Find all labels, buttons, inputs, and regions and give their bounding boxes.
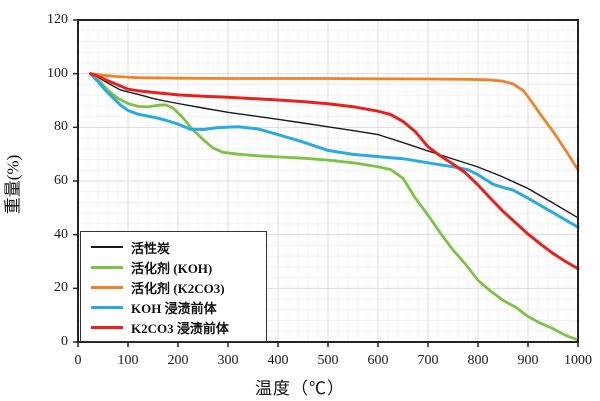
legend-label: 活化剂 (K2CO3) — [131, 280, 225, 296]
y-tick-label: 120 — [47, 12, 68, 27]
line-swatch-icon — [91, 325, 123, 329]
legend-label: 活化剂 (KOH) — [131, 260, 213, 276]
x-tick-label: 100 — [117, 353, 139, 368]
x-tick-label: 700 — [417, 353, 439, 368]
y-tick-label: 0 — [61, 334, 68, 349]
x-tick-label: 500 — [317, 353, 339, 368]
legend-label: 活性炭 — [131, 240, 171, 256]
series-line-活化剂 (K2CO3) — [89, 72, 580, 172]
y-tick-label: 100 — [47, 65, 68, 81]
x-tick-label: 0 — [74, 353, 82, 368]
x-tick-label: 1000 — [564, 353, 592, 368]
y-tick-label: 40 — [54, 226, 68, 242]
legend-item-k2co3-precursor: K2CO3 浸渍前体 — [91, 317, 266, 337]
line-swatch-icon — [91, 265, 123, 269]
y-tick-label: 60 — [54, 173, 68, 188]
legend-label: KOH 浸渍前体 — [131, 300, 217, 316]
legend-item-activator-k2co3: 活化剂 (K2CO3) — [91, 277, 266, 297]
y-tick-label: 80 — [54, 119, 68, 135]
legend-label: K2CO3 浸渍前体 — [131, 320, 229, 336]
series-line-活性炭 — [89, 72, 579, 219]
legend-box: 活性炭 活化剂 (KOH) 活化剂 (K2CO3) KOH 浸渍前体 K2CO3… — [80, 231, 267, 342]
x-tick-label: 600 — [367, 353, 389, 368]
line-swatch-icon — [91, 305, 123, 309]
series-line-K2CO3 浸渍前体 — [89, 72, 580, 271]
x-axis-title: 温度（℃） — [255, 379, 345, 398]
legend-item-koh-precursor: KOH 浸渍前体 — [91, 297, 266, 317]
x-tick-label: 400 — [267, 353, 289, 368]
series-line-KOH 浸渍前体 — [89, 72, 580, 229]
legend-item-activated-carbon: 活性炭 — [91, 237, 266, 257]
y-tick-label: 20 — [54, 280, 68, 296]
x-tick-label: 900 — [517, 353, 539, 368]
legend-item-activator-koh: 活化剂 (KOH) — [91, 257, 266, 277]
x-tick-label: 200 — [167, 353, 189, 368]
x-tick-label: 800 — [467, 353, 489, 368]
y-axis-title: 重量(%) — [3, 154, 23, 215]
line-swatch-icon — [91, 246, 123, 248]
x-tick-label: 300 — [217, 353, 239, 368]
line-swatch-icon — [91, 285, 123, 289]
series-line-活化剂 (KOH) — [89, 72, 580, 342]
